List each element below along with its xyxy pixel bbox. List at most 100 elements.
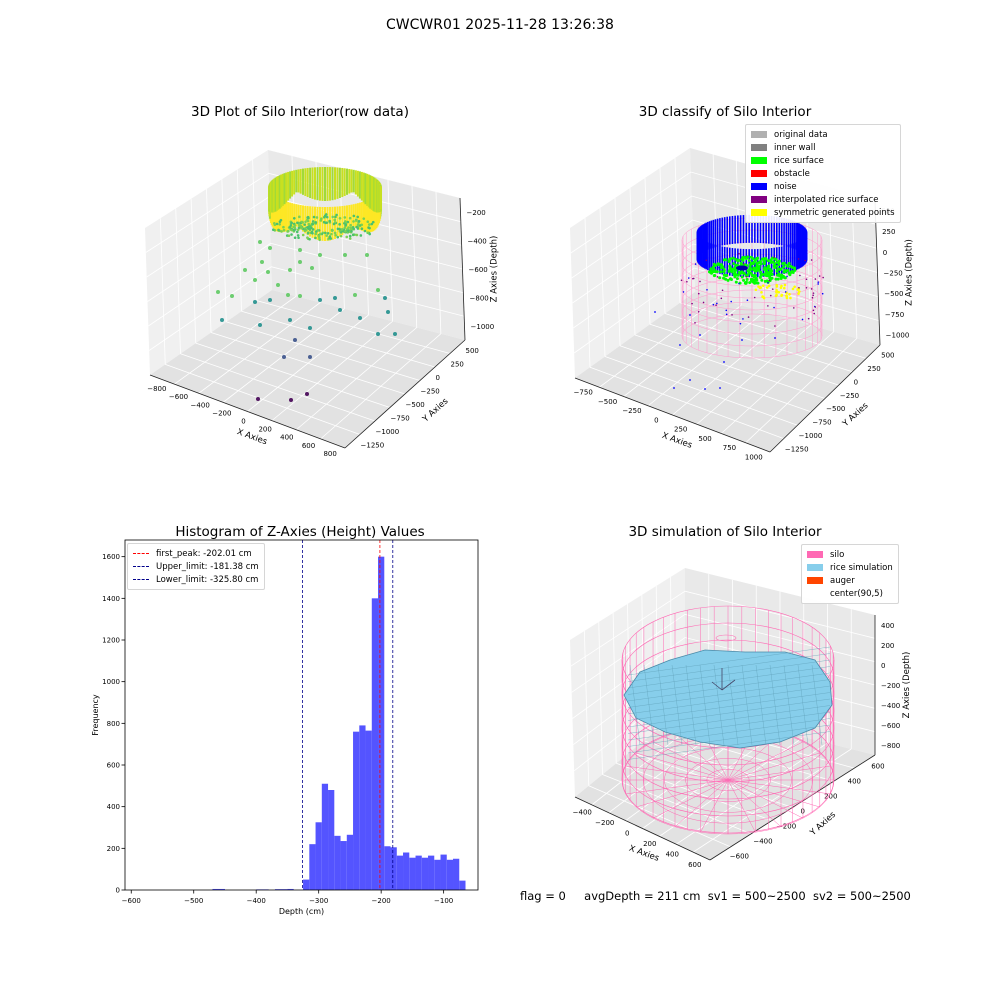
sim-silo-floor-spoke [727, 765, 831, 781]
cls-rice-point [751, 280, 755, 284]
cls-noise-point [704, 388, 706, 390]
panel-title-simulation: 3D simulation of Silo Interior [628, 524, 822, 540]
cls-interpolated-point [702, 301, 705, 304]
raw-grid-line [226, 321, 421, 381]
cls-symmetric-point [754, 288, 758, 292]
raw-surface-point [282, 225, 285, 229]
raw-surface-point [319, 232, 322, 236]
raw-z-tick-label: −600 [469, 266, 488, 274]
cls-interpolated-point [799, 274, 801, 277]
histogram-bar [434, 859, 441, 890]
raw-surface-point [286, 230, 289, 233]
classify-legend-swatch [751, 196, 767, 203]
raw-surface-point [296, 228, 300, 231]
classify-legend-label: inner wall [774, 142, 816, 153]
simulation-legend-item: silo [807, 548, 893, 561]
raw-x-tick-label: 600 [302, 442, 315, 450]
cls-rice-point [782, 265, 786, 269]
cls-interpolated-point [738, 282, 740, 285]
cls-rice-point [775, 264, 779, 268]
cls-symmetric-point [791, 287, 795, 291]
cls-interpolated-point [810, 288, 813, 290]
raw-surface-point [306, 216, 309, 219]
sim-y-tick-label: 400 [848, 778, 861, 786]
raw-x-tick-label: −800 [147, 385, 166, 393]
cls-interpolated-point [817, 281, 820, 283]
raw-x-tick-label: −200 [212, 409, 231, 417]
cls-interpolated-point [742, 263, 745, 265]
histogram-x-tick-label: −100 [434, 897, 453, 905]
cls-y-tick-label: 500 [881, 352, 894, 360]
raw-surface-point [306, 236, 309, 239]
sim-x-tick-label: −200 [595, 819, 614, 827]
raw-surface-point [348, 216, 352, 220]
simulation-legend-item: center(90,5) [807, 587, 893, 600]
cls-rice-point [787, 262, 791, 266]
cls-rice-point [776, 277, 780, 281]
cls-rice-point [774, 277, 778, 281]
cls-interpolated-point [812, 294, 814, 297]
raw-data-point [266, 270, 270, 274]
histogram-y-tick-label: 800 [107, 720, 120, 728]
cls-rice-point [747, 258, 751, 262]
raw-surface-point [311, 222, 314, 226]
cls-rice-point [742, 271, 746, 275]
sim-z-tick-label: −800 [881, 742, 900, 750]
cls-interpolated-point [771, 288, 774, 290]
histogram-y-tick-label: 400 [107, 803, 120, 811]
cls-interpolated-point [687, 277, 690, 279]
cls-rice-point [748, 281, 752, 285]
sim-silo-floor-spoke [674, 779, 729, 827]
raw-surface-point [280, 230, 283, 233]
histogram-bar [315, 822, 322, 890]
cls-rice-point [756, 256, 760, 260]
cls-rice-point [728, 264, 732, 268]
sim-silo-top-center [715, 634, 737, 642]
classify-legend-label: symmetric generated points [774, 207, 895, 218]
sv1-text: sv1 = 500~2500 [707, 889, 806, 903]
cls-interpolated-point [730, 300, 733, 303]
cls-rice-point [731, 267, 735, 271]
cls-interpolated-point [805, 286, 808, 289]
raw-surface-point [328, 235, 332, 238]
cls-symmetric-point [759, 286, 763, 289]
cls-interpolated-point [807, 317, 810, 320]
raw-surface-point [314, 232, 318, 236]
raw-y-tick-label: −500 [406, 401, 425, 409]
sim-y-tick-label: 200 [824, 793, 837, 801]
cls-rice-point [762, 258, 766, 262]
cls-rice-point [748, 266, 752, 270]
cls-y-tick-label: −1000 [799, 432, 823, 440]
cls-interpolated-point [725, 309, 728, 312]
cls-rice-point [759, 262, 763, 266]
cls-z-tick-label: −750 [885, 311, 904, 319]
raw-surface-point [314, 236, 317, 240]
raw-surface-point [352, 220, 355, 223]
raw-surface-point [348, 237, 352, 240]
histogram-x-tick-label: −200 [372, 897, 391, 905]
cls-rice-point [719, 263, 723, 267]
raw-data-point [282, 355, 286, 359]
histogram-y-tick-label: 1600 [102, 553, 120, 561]
sim-silo-floor-spoke [636, 752, 729, 781]
sim-silo-floor-spoke [652, 741, 729, 781]
cls-interpolated-point [813, 312, 816, 315]
cls-rice-point [777, 263, 781, 267]
cls-symmetric-point [783, 283, 787, 287]
raw-data-point [298, 294, 302, 298]
cls-symmetric-point [779, 286, 783, 289]
cls-noise-point [689, 314, 691, 316]
raw-surface-point [349, 226, 353, 230]
histogram-legend-swatch [133, 579, 149, 580]
cls-rice-point [709, 267, 713, 271]
cls-interpolated-point [810, 259, 813, 261]
raw-data-point [268, 246, 272, 250]
raw-data-point [376, 288, 380, 292]
cls-interpolated-point [773, 256, 775, 259]
simulation-legend-label: center(90,5) [830, 588, 883, 599]
raw-surface-point [349, 223, 352, 227]
raw-data-point [288, 318, 292, 322]
raw-surface-point [297, 236, 300, 240]
cls-interpolated-point [742, 318, 744, 320]
histogram-legend-item: Lower_limit: -325.80 cm [133, 573, 259, 586]
